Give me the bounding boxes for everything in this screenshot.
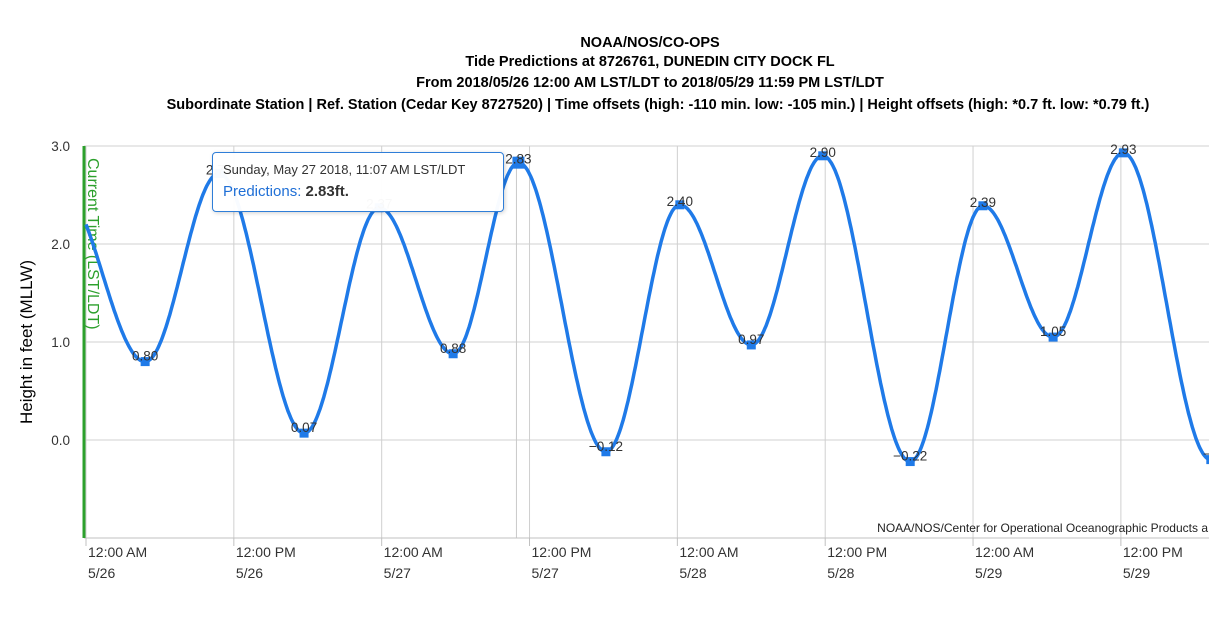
chart-title-group: NOAA/NOS/CO-OPS Tide Predictions at 8726… — [167, 35, 1150, 113]
x-tick-time: 12:00 AM — [384, 544, 443, 560]
y-tick-label: 0.0 — [51, 433, 70, 448]
data-label: 2.39 — [970, 195, 996, 210]
x-tick-date: 5/28 — [827, 565, 854, 581]
data-point-marker[interactable] — [818, 151, 828, 161]
x-tick-date: 5/27 — [384, 565, 411, 581]
tooltip-value-line: Predictions: 2.83ft. — [223, 183, 349, 200]
tooltip-header: Sunday, May 27 2018, 11:07 AM LST/LDT — [223, 162, 466, 177]
y-tick-label: 1.0 — [51, 335, 70, 350]
data-label: 1.05 — [1040, 324, 1066, 339]
tooltip: Sunday, May 27 2018, 11:07 AM LST/LDT Pr… — [212, 152, 504, 212]
data-label: 2.40 — [667, 194, 693, 209]
data-label: 2.83 — [505, 152, 531, 167]
data-label: 2.90 — [810, 145, 836, 160]
axes: 3.0 2.0 1.0 0.0 12:00 AM 5/26 12:00 PM 5/26 12:0… — [51, 139, 1209, 581]
credit-text: NOAA/NOS/Center for Operational Oceanogr… — [877, 521, 1208, 535]
tooltip-series-label: Predictions — [223, 183, 298, 200]
chart-title-line-1: NOAA/NOS/CO-OPS — [580, 35, 720, 51]
x-tick-date: 5/28 — [679, 565, 706, 581]
x-tick-time: 12:00 AM — [679, 544, 738, 560]
data-label: −0 — [1203, 447, 1209, 462]
y-tick-label: 3.0 — [51, 139, 70, 154]
y-axis-label: Height in feet (MLLW) — [17, 260, 36, 424]
x-tick-date: 5/29 — [975, 565, 1002, 581]
data-point-marker[interactable] — [1206, 455, 1209, 465]
data-point-marker[interactable] — [299, 428, 309, 438]
data-point-marker[interactable] — [1118, 148, 1128, 158]
data-label: 0.80 — [132, 349, 158, 364]
x-tick-time: 12:00 PM — [236, 544, 296, 560]
data-point-marker[interactable] — [675, 200, 685, 210]
y-tick-label: 2.0 — [51, 237, 70, 252]
x-tick-time: 12:00 PM — [827, 544, 887, 560]
data-point-marker[interactable] — [448, 349, 458, 359]
data-label: −0.12 — [589, 439, 623, 454]
chart-title-line-4: Subordinate Station | Ref. Station (Ceda… — [167, 97, 1150, 113]
data-point-marker[interactable] — [512, 156, 525, 169]
predictions-line[interactable] — [84, 151, 1209, 464]
data-point-marker[interactable] — [905, 457, 915, 467]
x-tick-time: 12:00 PM — [1123, 544, 1183, 560]
chart-title-line-2: Tide Predictions at 8726761, DUNEDIN CIT… — [465, 54, 834, 70]
x-tick-date: 5/29 — [1123, 565, 1150, 581]
data-label: 0.07 — [291, 420, 317, 435]
data-point-marker[interactable] — [140, 357, 150, 367]
tooltip-value: 2.83ft. — [305, 183, 349, 200]
x-tick-time: 12:00 PM — [532, 544, 592, 560]
data-label: −0.22 — [893, 449, 927, 464]
x-tick-date: 5/27 — [532, 565, 559, 581]
chart-title-line-3: From 2018/05/26 12:00 AM LST/LDT to 2018… — [416, 75, 884, 91]
data-label: 0.88 — [440, 341, 466, 356]
x-tick-time: 12:00 AM — [88, 544, 147, 560]
data-point-marker[interactable] — [746, 340, 756, 350]
data-label: 0.97 — [738, 332, 764, 347]
data-label: 2.93 — [1110, 142, 1136, 157]
x-tick-date: 5/26 — [88, 565, 115, 581]
data-point-marker[interactable] — [978, 201, 988, 211]
data-point-marker[interactable] — [601, 447, 611, 457]
x-tick-date: 5/26 — [236, 565, 263, 581]
data-point-marker[interactable] — [1048, 332, 1058, 342]
x-tick-time: 12:00 AM — [975, 544, 1034, 560]
